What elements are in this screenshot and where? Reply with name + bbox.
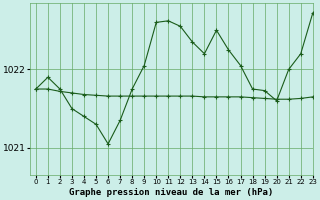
- X-axis label: Graphe pression niveau de la mer (hPa): Graphe pression niveau de la mer (hPa): [69, 188, 273, 197]
